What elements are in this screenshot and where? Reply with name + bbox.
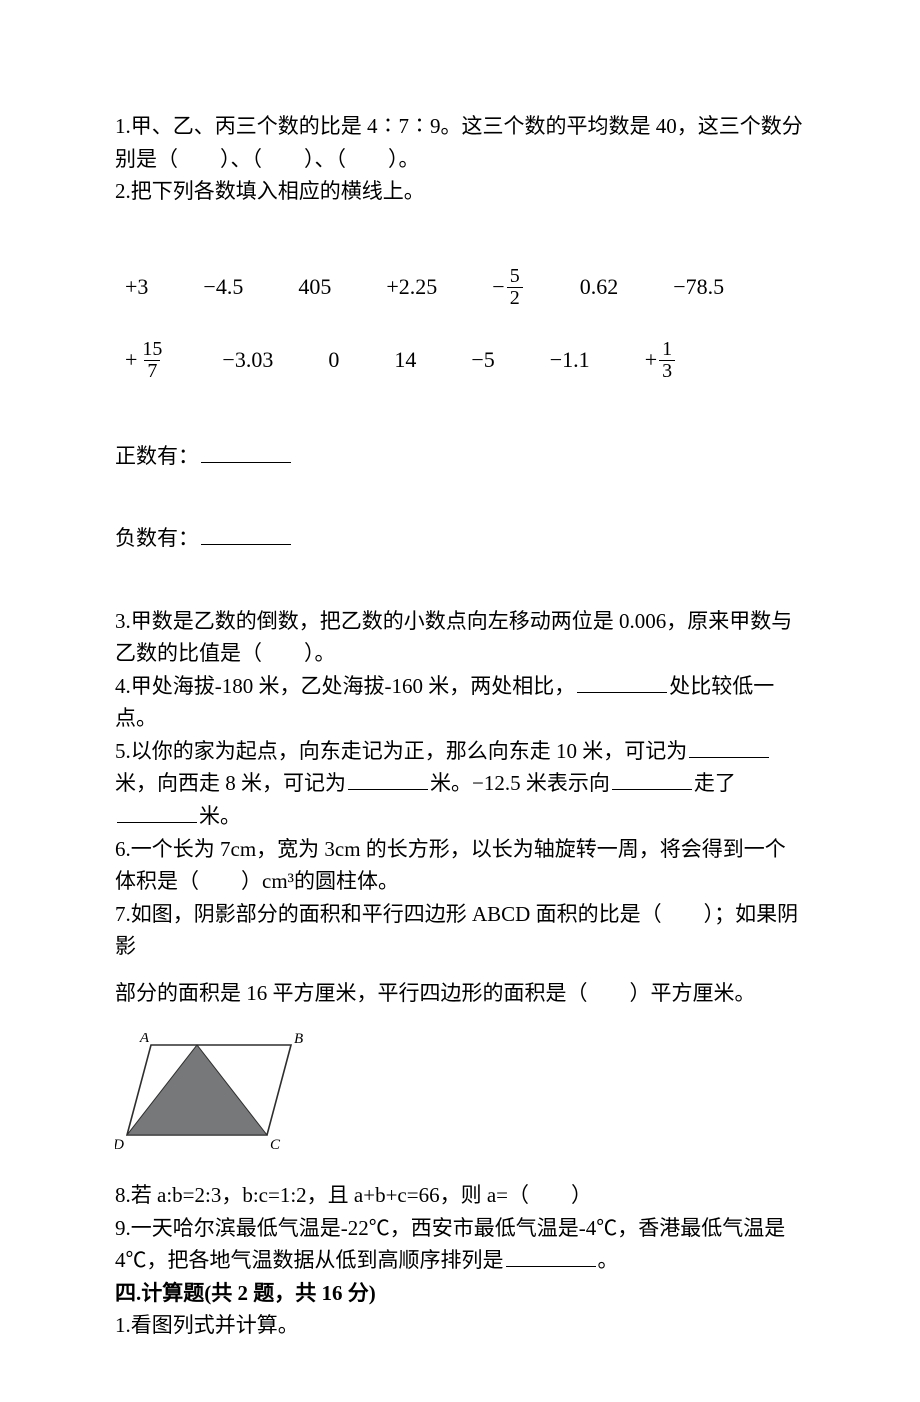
q5-text: 5.以你的家为起点，向东走记为正，那么向东走 10 米，可记为米，向西走 8 米… bbox=[115, 735, 805, 833]
number-cell: −4.5 bbox=[203, 270, 243, 304]
number-cell: −3.03 bbox=[222, 343, 273, 377]
number-cell: 0.62 bbox=[580, 270, 619, 304]
number-cell: −1.1 bbox=[550, 343, 590, 377]
q9-text: 9.一天哈尔滨最低气温是-22℃，西安市最低气温是-4℃，香港最低气温是4℃，把… bbox=[115, 1212, 805, 1277]
positive-label-text: 正数有： bbox=[115, 444, 199, 468]
blank bbox=[689, 736, 769, 758]
q4-text: 4.甲处海拔-180 米，乙处海拔-160 米，两处相比，处比较低一点。 bbox=[115, 670, 805, 735]
q1-text: 1.甲、乙、丙三个数的比是 4∶7∶9。这三个数的平均数是 40，这三个数分别是… bbox=[115, 110, 805, 175]
number-cell: 14 bbox=[394, 343, 416, 377]
svg-text:D: D bbox=[115, 1137, 124, 1153]
q2-row2: +157 −3.03 0 14 −5 −1.1 +13 bbox=[125, 339, 805, 382]
number-cell: +157 bbox=[125, 339, 167, 382]
page-content: 1.甲、乙、丙三个数的比是 4∶7∶9。这三个数的平均数是 40，这三个数分别是… bbox=[115, 110, 805, 1342]
blank bbox=[117, 801, 197, 823]
q5-d: 走了 bbox=[694, 771, 736, 795]
number-cell: +2.25 bbox=[386, 270, 437, 304]
q9-b: 。 bbox=[598, 1248, 619, 1272]
blank bbox=[577, 671, 667, 693]
q7-a: 7.如图，阴影部分的面积和平行四边形 ABCD 面积的比是（ ）；如果阴影 bbox=[115, 898, 805, 963]
spacer bbox=[115, 472, 805, 522]
q4-part-a: 4.甲处海拔-180 米，乙处海拔-160 米，两处相比， bbox=[115, 674, 575, 698]
q2-lead: 2.把下列各数填入相应的横线上。 bbox=[115, 175, 805, 208]
q9-a: 9.一天哈尔滨最低气温是-22℃，西安市最低气温是-4℃，香港最低气温是4℃，把… bbox=[115, 1216, 785, 1273]
blank bbox=[506, 1245, 596, 1267]
parallelogram-diagram: A B D C bbox=[115, 1033, 315, 1153]
q2-row1: +3 −4.5 405 +2.25 −52 0.62 −78.5 bbox=[125, 266, 805, 309]
q5-c: 米。−12.5 米表示向 bbox=[430, 771, 610, 795]
svg-text:B: B bbox=[294, 1033, 303, 1047]
blank bbox=[201, 523, 291, 545]
spacer bbox=[115, 555, 805, 605]
q8-text: 8.若 a:b=2:3，b:c=1:2，且 a+b+c=66，则 a=（ ） bbox=[115, 1179, 805, 1212]
q5-b: 米，向西走 8 米，可记为 bbox=[115, 771, 346, 795]
svg-text:C: C bbox=[270, 1137, 281, 1153]
number-cell: −52 bbox=[492, 266, 524, 309]
number-cell: 405 bbox=[298, 270, 331, 304]
section4-heading: 四.计算题(共 2 题，共 16 分) bbox=[115, 1277, 805, 1310]
svg-text:A: A bbox=[139, 1033, 150, 1046]
negative-label-text: 负数有： bbox=[115, 526, 199, 550]
number-cell: −78.5 bbox=[673, 270, 724, 304]
blank bbox=[201, 441, 291, 463]
section4-q1: 1.看图列式并计算。 bbox=[115, 1309, 805, 1342]
negative-label: 负数有： bbox=[115, 522, 805, 555]
spacer bbox=[115, 963, 805, 977]
positive-label: 正数有： bbox=[115, 440, 805, 473]
spacer bbox=[115, 208, 805, 236]
q3-text: 3.甲数是乙数的倒数，把乙数的小数点向左移动两位是 0.006，原来甲数与乙数的… bbox=[115, 605, 805, 670]
number-cell: +13 bbox=[645, 339, 677, 382]
q6-text: 6.一个长为 7cm，宽为 3cm 的长方形，以长为轴旋转一周，将会得到一个体积… bbox=[115, 833, 805, 898]
blank bbox=[348, 768, 428, 790]
blank bbox=[612, 768, 692, 790]
q5-a: 5.以你的家为起点，向东走记为正，那么向东走 10 米，可记为 bbox=[115, 739, 687, 763]
q5-e: 米。 bbox=[199, 804, 241, 828]
number-cell: −5 bbox=[471, 343, 494, 377]
number-cell: +3 bbox=[125, 270, 148, 304]
q7-b: 部分的面积是 16 平方厘米，平行四边形的面积是（ ）平方厘米。 bbox=[115, 977, 805, 1010]
number-cell: 0 bbox=[328, 343, 339, 377]
spacer bbox=[115, 412, 805, 440]
